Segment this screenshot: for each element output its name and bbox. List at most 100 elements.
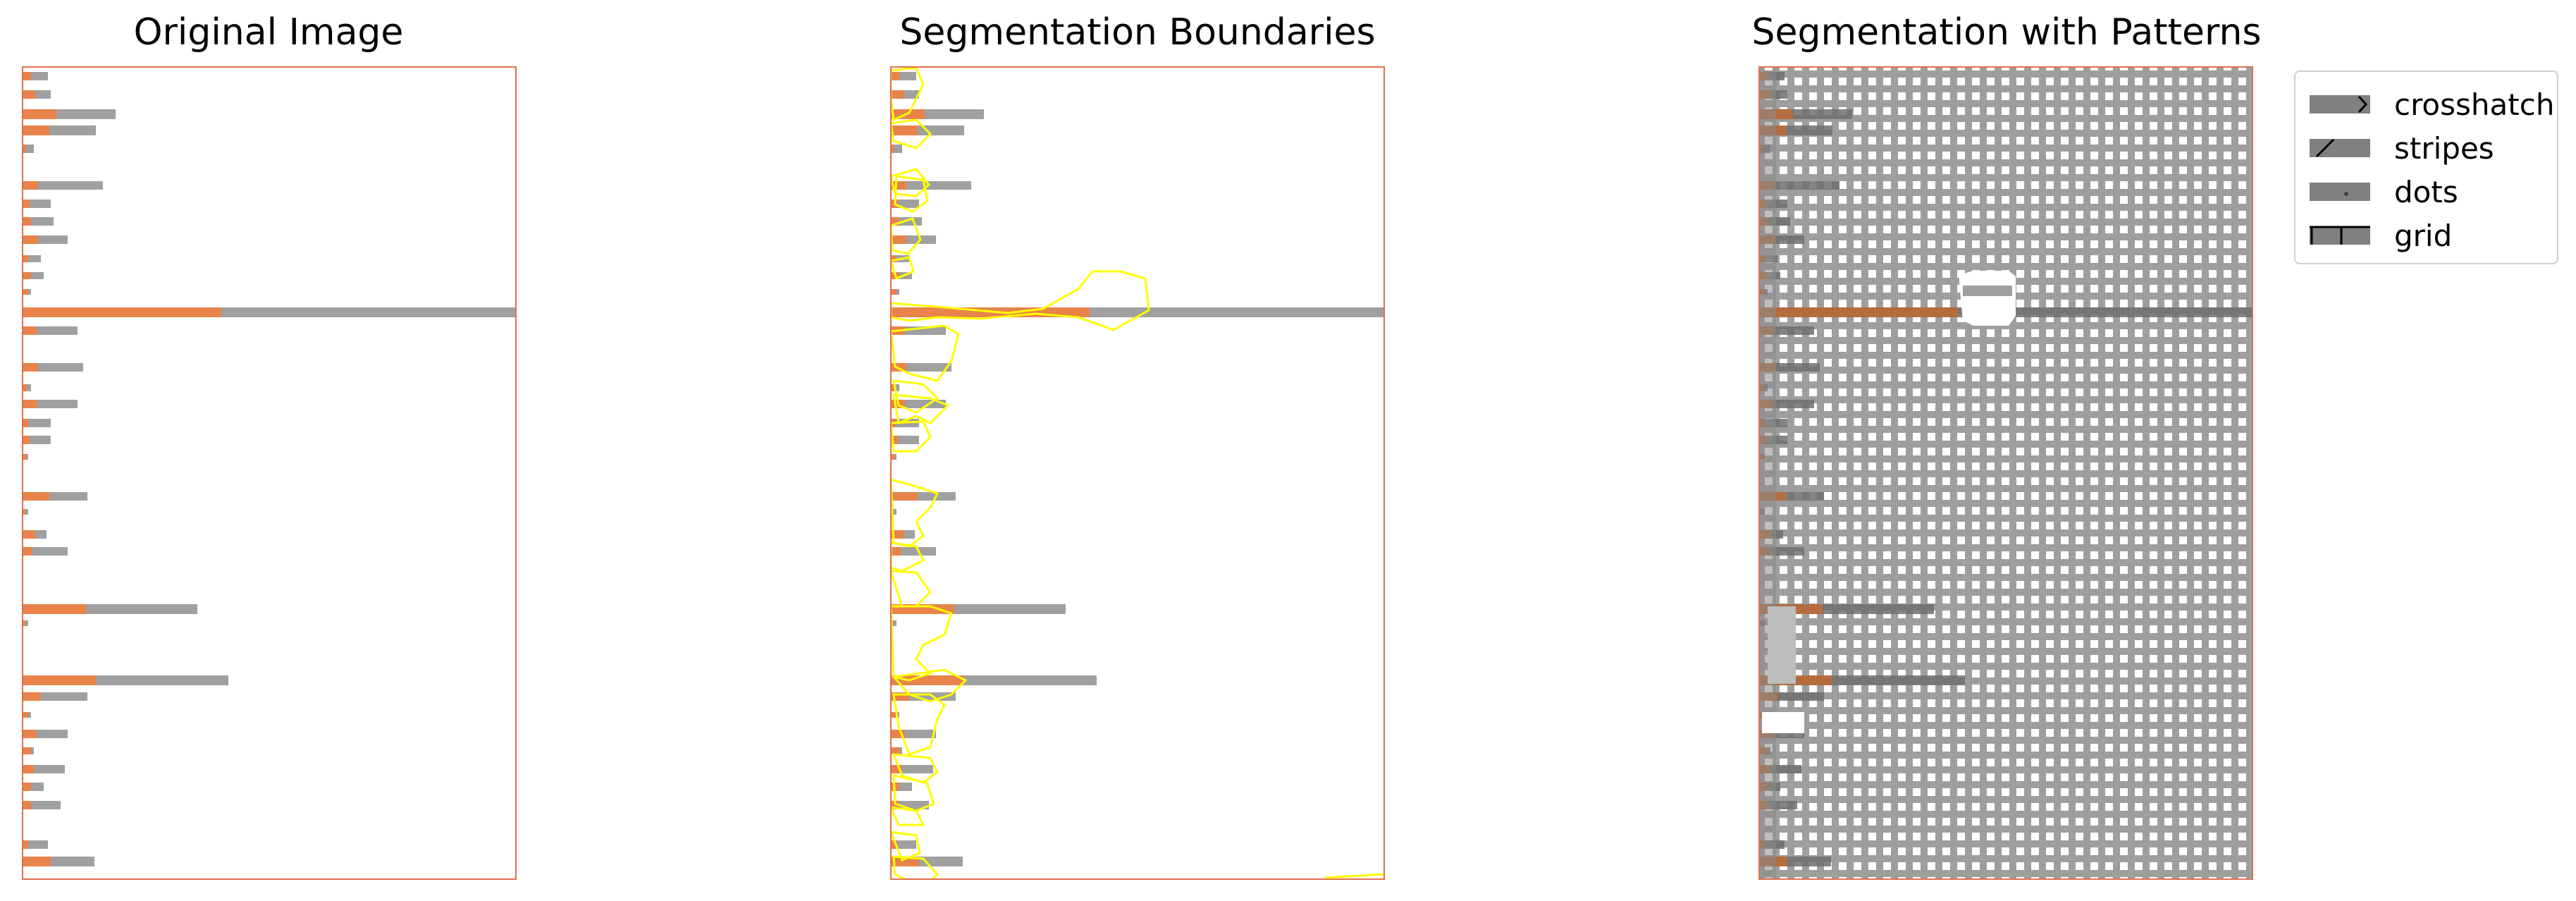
image-bar-gray (23, 840, 48, 849)
image-bar-orange (891, 454, 895, 460)
pattern-overlay-regions (1759, 71, 2016, 878)
image-bar-orange (891, 747, 899, 754)
boundary-region (891, 217, 922, 255)
image-bar-orange (23, 145, 25, 153)
image-bar-orange (23, 712, 28, 718)
boundary-edge (1324, 873, 1384, 879)
image-bar-orange (23, 857, 51, 866)
image-bar-orange (891, 235, 906, 244)
image-bar-orange (23, 509, 25, 515)
legend-item-dots: dots (2310, 173, 2458, 210)
image-bar-orange (23, 72, 31, 80)
image-bar-gray (891, 801, 929, 809)
image-bar-orange (23, 840, 28, 849)
image-bar-orange (23, 235, 38, 244)
image-bar-orange (23, 272, 31, 279)
dots-pattern-icon (2310, 181, 2370, 202)
image-bar-gray (891, 547, 936, 556)
boundary-region (891, 541, 925, 572)
image-bar-orange (23, 384, 27, 391)
image-bar-gray (23, 801, 61, 809)
boundary-region (892, 379, 939, 414)
crosshatch-pattern-icon (2310, 94, 2370, 115)
image-bar-orange (891, 840, 896, 849)
image-bar-orange (23, 801, 31, 809)
boundary-region (891, 830, 921, 862)
image-bar-orange (23, 90, 35, 99)
image-bar-orange (23, 675, 96, 685)
image-bar-orange (23, 419, 28, 427)
boundary-region (891, 324, 960, 382)
boundary-region (891, 806, 925, 826)
segmentation-boundaries-frame (890, 66, 1385, 880)
boundary-region (894, 175, 929, 213)
boundary-region (892, 774, 935, 812)
image-bar-gray (23, 255, 41, 262)
image-bar-orange (23, 217, 31, 226)
image-bar-orange (891, 384, 895, 391)
boundary-region (892, 753, 939, 784)
image-bar-orange (23, 492, 49, 501)
original-image-panel (23, 72, 516, 866)
image-bar-gray (1759, 181, 1839, 190)
image-bar-orange (23, 747, 31, 754)
unpatterned-region (1959, 271, 2016, 326)
image-bar-orange (891, 547, 901, 556)
image-bar-gray (23, 272, 44, 279)
boundary-region (892, 855, 939, 879)
image-bar-orange (891, 72, 899, 80)
image-bar-orange (23, 363, 38, 372)
boundary-region (891, 168, 931, 197)
image-bar-gray (23, 547, 68, 556)
segmentation-boundary-lines (891, 67, 1384, 879)
legend-label-grid: grid (2394, 218, 2453, 253)
legend-label-dots: dots (2394, 174, 2458, 209)
image-bar-orange (891, 255, 896, 262)
image-bar-orange (23, 454, 27, 460)
dots-pattern-region (1759, 71, 1776, 878)
image-bar-orange (23, 620, 25, 626)
original-image-frame (22, 66, 517, 880)
legend-item-grid: grid (2310, 217, 2452, 254)
image-bar-orange (23, 200, 30, 208)
boundary-region (891, 270, 1150, 331)
image-bar-orange (23, 547, 32, 556)
image-bar-orange (23, 436, 30, 444)
image-bar-orange (23, 692, 41, 701)
grid-pattern-icon (2310, 225, 2370, 246)
boundary-region (892, 693, 946, 756)
pattern-legend: crosshatch stripes dots grid (2294, 71, 2558, 264)
image-bar-orange (1759, 307, 1958, 317)
legend-label-crosshatch: crosshatch (2394, 87, 2555, 122)
crosshatch-pattern-region (1768, 606, 1796, 684)
stripes-pattern-icon (2310, 137, 2370, 159)
unpatterned-region (1762, 712, 1804, 733)
image-bar-orange (23, 181, 38, 190)
image-bar-orange (891, 90, 904, 99)
segmentation-patterns-frame (1758, 66, 2253, 880)
panel-title-patterns: Segmentation with Patterns (1751, 11, 2262, 54)
image-bar-orange (23, 400, 37, 408)
image-bar-orange (891, 181, 906, 190)
legend-label-stripes: stripes (2394, 130, 2494, 166)
image-bar-orange (23, 255, 28, 262)
boundary-region (891, 570, 932, 608)
image-bar-orange (891, 289, 896, 295)
image-bar-orange (891, 492, 918, 501)
boundary-region (891, 256, 915, 281)
image-bar-orange (23, 109, 56, 119)
image-bar-orange (23, 730, 37, 738)
panel-title-original: Original Image (133, 11, 404, 54)
image-bar-orange (23, 125, 49, 135)
image-bar-orange (891, 675, 964, 685)
boundary-region (891, 605, 953, 682)
image-bar-orange (891, 125, 918, 135)
boundary-region (891, 420, 932, 453)
image-bar-gray (891, 181, 971, 190)
image-bar-gray (23, 181, 103, 190)
boundary-region (891, 118, 932, 149)
legend-item-crosshatch: crosshatch (2310, 86, 2554, 123)
image-bar-gray (23, 419, 51, 427)
image-bar-orange (891, 712, 896, 718)
image-bar-orange (23, 604, 86, 614)
